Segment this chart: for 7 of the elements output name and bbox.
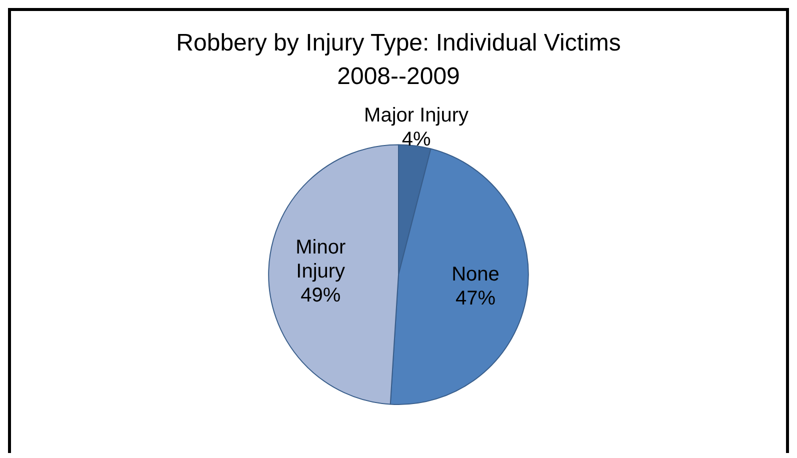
chart-title: Robbery by Injury Type: Individual Victims 2008--2009 bbox=[176, 29, 621, 90]
data-label: 47% bbox=[455, 287, 496, 310]
data-label: 49% bbox=[300, 284, 341, 307]
slice-label: Major Injury bbox=[364, 104, 469, 126]
slice-label: Minor Injury bbox=[296, 236, 346, 283]
slice-label: None bbox=[452, 263, 500, 286]
data-label: 4% bbox=[402, 128, 431, 150]
